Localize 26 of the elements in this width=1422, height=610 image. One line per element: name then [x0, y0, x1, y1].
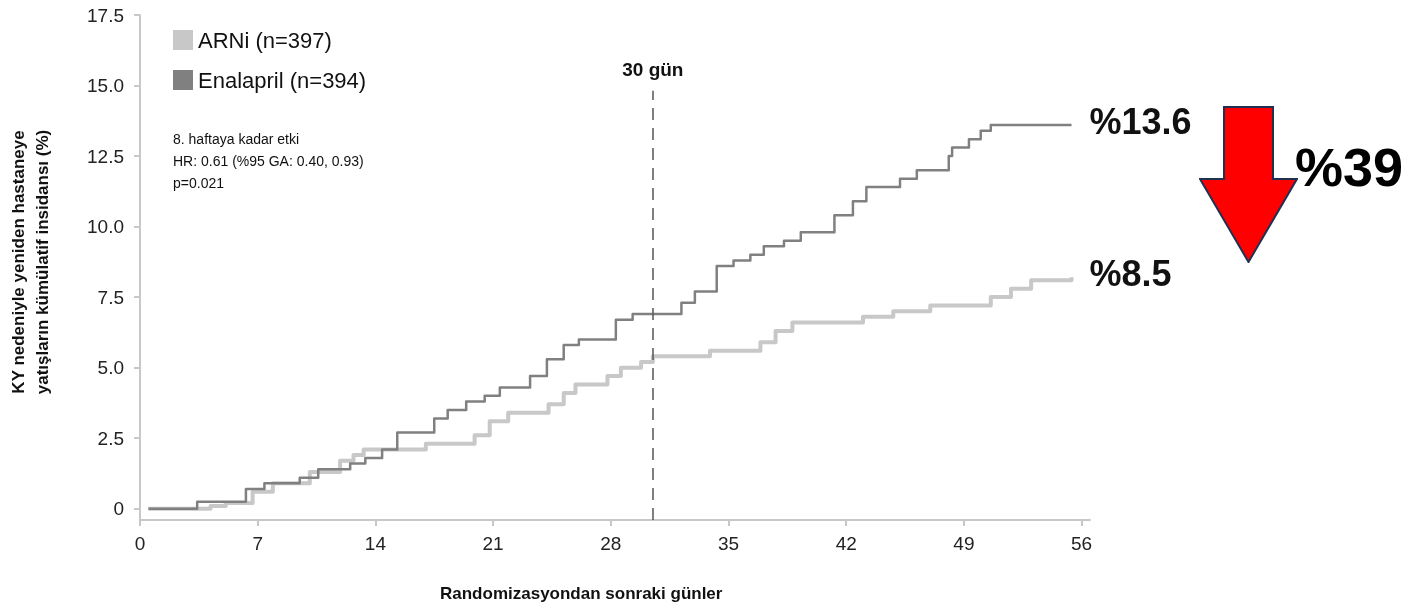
y-axis-title: KY nedeniyle yeniden hastaneye yatışların kümülatif insidansı (%) [8, 129, 52, 395]
x-tick-label: 0 [134, 533, 146, 554]
y-tick-label: 17.5 [87, 4, 124, 26]
ref-line-label: 30 gün [622, 58, 684, 80]
x-tick-label: 49 [953, 533, 975, 554]
text: %39 [1295, 137, 1404, 197]
x-tick-label: 28 [600, 533, 622, 554]
x-tick-label: 56 [1071, 533, 1093, 554]
y-tick-label: 5.0 [97, 357, 124, 379]
legend-label: Enalapril (n=394) [198, 67, 367, 93]
x-tick-label: 35 [717, 533, 740, 554]
x-axis-title: Randomizasyondan sonraki günler [440, 584, 723, 603]
x-tick-label: 7 [252, 533, 263, 554]
x-tick-label: 14 [364, 533, 387, 554]
y-tick-label: 0 [113, 498, 124, 520]
annotation: 8. haftaya kadar etki HR: 0.61 (%95 GA: 0.40, 0.93) p=0.021 [173, 131, 364, 191]
annotation: %13.6 [1089, 100, 1192, 142]
x-tick-label: 21 [482, 533, 504, 554]
annotation: %8.5 [1089, 252, 1172, 294]
legend-label: ARNi (n=397) [198, 27, 332, 53]
x-tick-label: 42 [835, 533, 857, 554]
y-tick-label: 7.5 [97, 286, 124, 308]
y-tick-label: 10.0 [87, 216, 124, 238]
y-tick-label: 12.5 [87, 145, 124, 167]
y-tick-label: 2.5 [97, 427, 124, 449]
y-tick-label: 15.0 [87, 75, 124, 97]
